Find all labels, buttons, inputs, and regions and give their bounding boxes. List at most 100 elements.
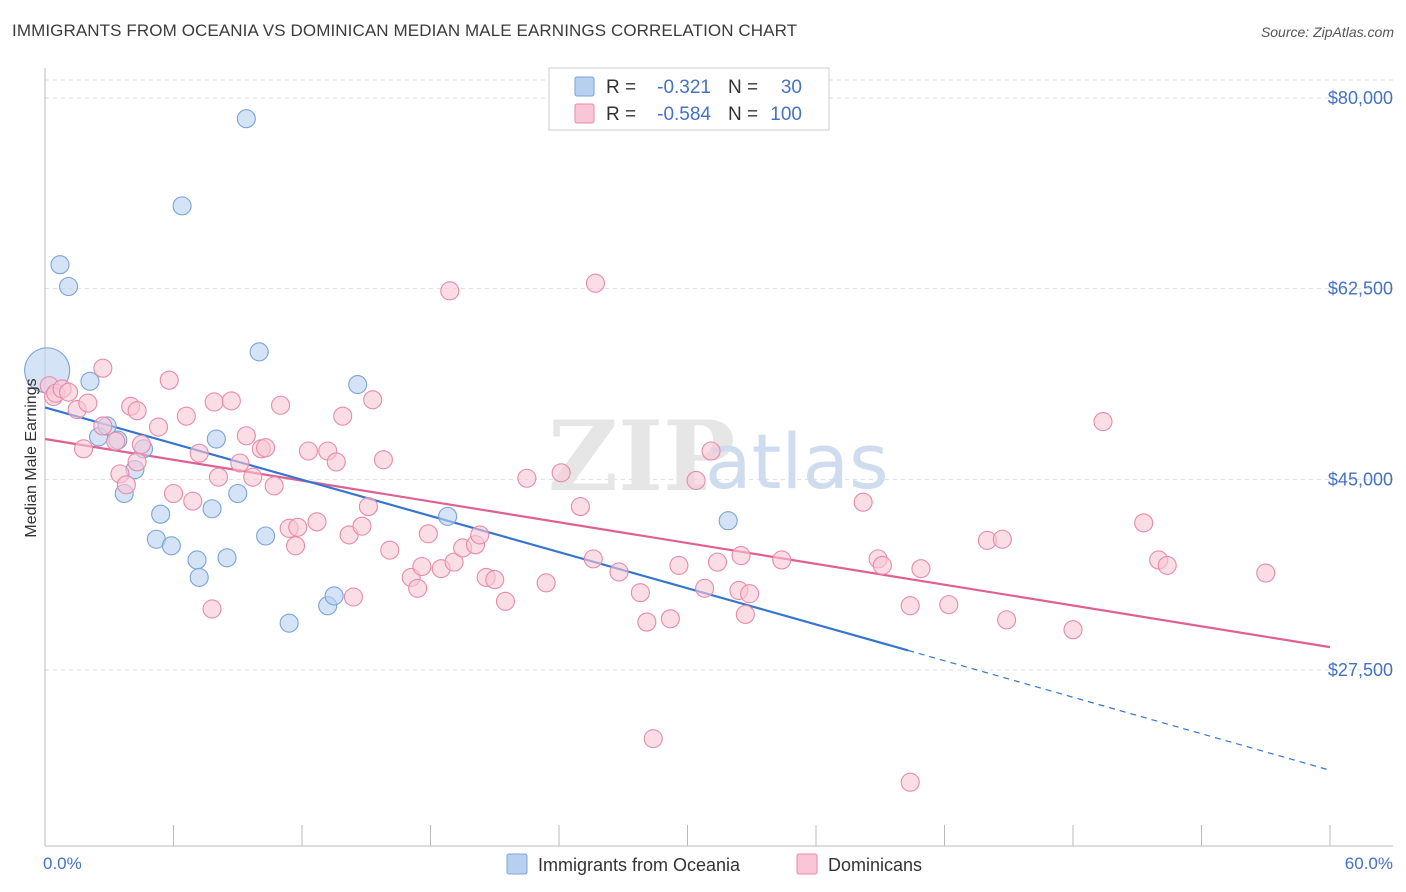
dominican-point [412, 556, 432, 577]
dominican-point [176, 406, 196, 426]
dominican-point [93, 416, 113, 436]
dominican-point [997, 610, 1017, 630]
dominican-point [686, 470, 706, 490]
dominican-point [326, 452, 346, 472]
oceania-point [189, 567, 209, 587]
dominican-point [444, 552, 464, 572]
oceania-trendline-extension [907, 649, 1331, 771]
dominican-point [408, 578, 428, 598]
x-tick-label-min: 0.0% [43, 854, 82, 873]
oceania-point [249, 342, 269, 362]
legend-box [548, 67, 830, 131]
legend: R = -0.321 N = 30 R = -0.584 N = 100 [548, 67, 830, 131]
dominican-point [93, 358, 113, 378]
dominican-point [148, 417, 169, 437]
dominican-point [343, 587, 363, 607]
x-tick-label-max: 60.0% [1345, 854, 1393, 873]
y-tick-labels: $80,000 $62,500 $45,000 $27,500 [1328, 88, 1393, 680]
oceania-point [151, 504, 171, 524]
dominican-point [131, 434, 151, 455]
legend-r-label-2: R = [606, 104, 636, 125]
legend-n-value-2: 100 [770, 104, 802, 125]
dominican-point [202, 599, 222, 619]
dominican-point [418, 524, 438, 544]
oceania-point [161, 536, 181, 556]
dominican-point [485, 570, 505, 590]
dominican-point [695, 578, 715, 598]
dominican-point [707, 552, 728, 572]
dominican-point [585, 273, 605, 293]
gridlines [45, 79, 1393, 671]
dominican-point [643, 729, 663, 749]
oceania-point [172, 196, 192, 216]
dominican-point [470, 525, 490, 545]
watermark: ZIP atlas [548, 400, 889, 513]
oceania-point [50, 255, 70, 275]
dominican-point [900, 596, 920, 616]
dominican-point [358, 497, 378, 517]
oceania-point [256, 526, 276, 546]
chart-title: IMMIGRANTS FROM OCEANIA VS DOMINICAN MED… [12, 21, 798, 40]
dominican-point [1093, 412, 1113, 432]
dominican-point [288, 517, 308, 537]
y-tick-label: $27,500 [1328, 660, 1393, 680]
bottom-legend-swatch-oceania [506, 853, 528, 875]
legend-r-value-2: -0.584 [657, 104, 711, 125]
dominican-point [939, 595, 959, 615]
legend-r-label-1: R = [606, 77, 636, 98]
oceania-point [80, 371, 100, 391]
y-tick-label: $62,500 [1328, 279, 1393, 299]
dominican-point [116, 475, 136, 495]
dominican-point [264, 476, 284, 496]
dominican-point [208, 467, 229, 487]
dominican-point [106, 431, 126, 451]
dominican-point [298, 441, 318, 461]
dominican-point [1134, 513, 1154, 533]
dominican-point [536, 573, 556, 593]
dominican-point [333, 406, 353, 426]
dominican-point [236, 426, 256, 446]
oceania-point [236, 109, 256, 129]
dominican-point [517, 468, 537, 488]
dominican-point [609, 562, 629, 582]
oceania-point [217, 548, 237, 568]
oceania-point [718, 511, 738, 531]
dominican-point [127, 401, 147, 421]
dominican-point [221, 391, 241, 411]
dominican-point [731, 546, 751, 566]
dominican-point [660, 609, 680, 629]
legend-r-value-1: -0.321 [657, 77, 711, 98]
dominican-point [363, 390, 383, 410]
dominican-point [872, 555, 892, 575]
dominican-point [900, 772, 920, 792]
dominican-point [570, 497, 590, 517]
dominican-point [159, 370, 179, 390]
dominican-point [380, 540, 400, 560]
dominican-point [78, 393, 98, 413]
y-axis-label: Median Male Earnings [23, 378, 40, 537]
oceania-point [348, 374, 368, 395]
dominican-point [271, 395, 291, 415]
legend-swatch-oceania [574, 76, 595, 97]
dominican-point [286, 536, 306, 556]
dominican-point [701, 441, 721, 461]
dominican-point [495, 591, 516, 611]
dominican-point [735, 604, 755, 624]
oceania-point [324, 586, 344, 606]
dominican-point [1157, 555, 1177, 575]
oceania-point [59, 276, 79, 297]
oceania-point [187, 550, 207, 570]
dominican-point [911, 559, 931, 579]
dominican-point [307, 512, 327, 532]
dominican-point [183, 491, 203, 511]
oceania-point [206, 429, 226, 449]
axes [44, 68, 1393, 847]
legend-n-label-1: N = [728, 77, 758, 98]
dominican-point [630, 583, 650, 603]
bottom-legend-label-oceania: Immigrants from Oceania [538, 855, 741, 875]
dominican-point [373, 450, 393, 470]
data-points [24, 109, 1276, 792]
oceania-point [228, 483, 248, 504]
legend-n-value-1: 30 [781, 77, 802, 98]
dominican-point [992, 529, 1012, 549]
